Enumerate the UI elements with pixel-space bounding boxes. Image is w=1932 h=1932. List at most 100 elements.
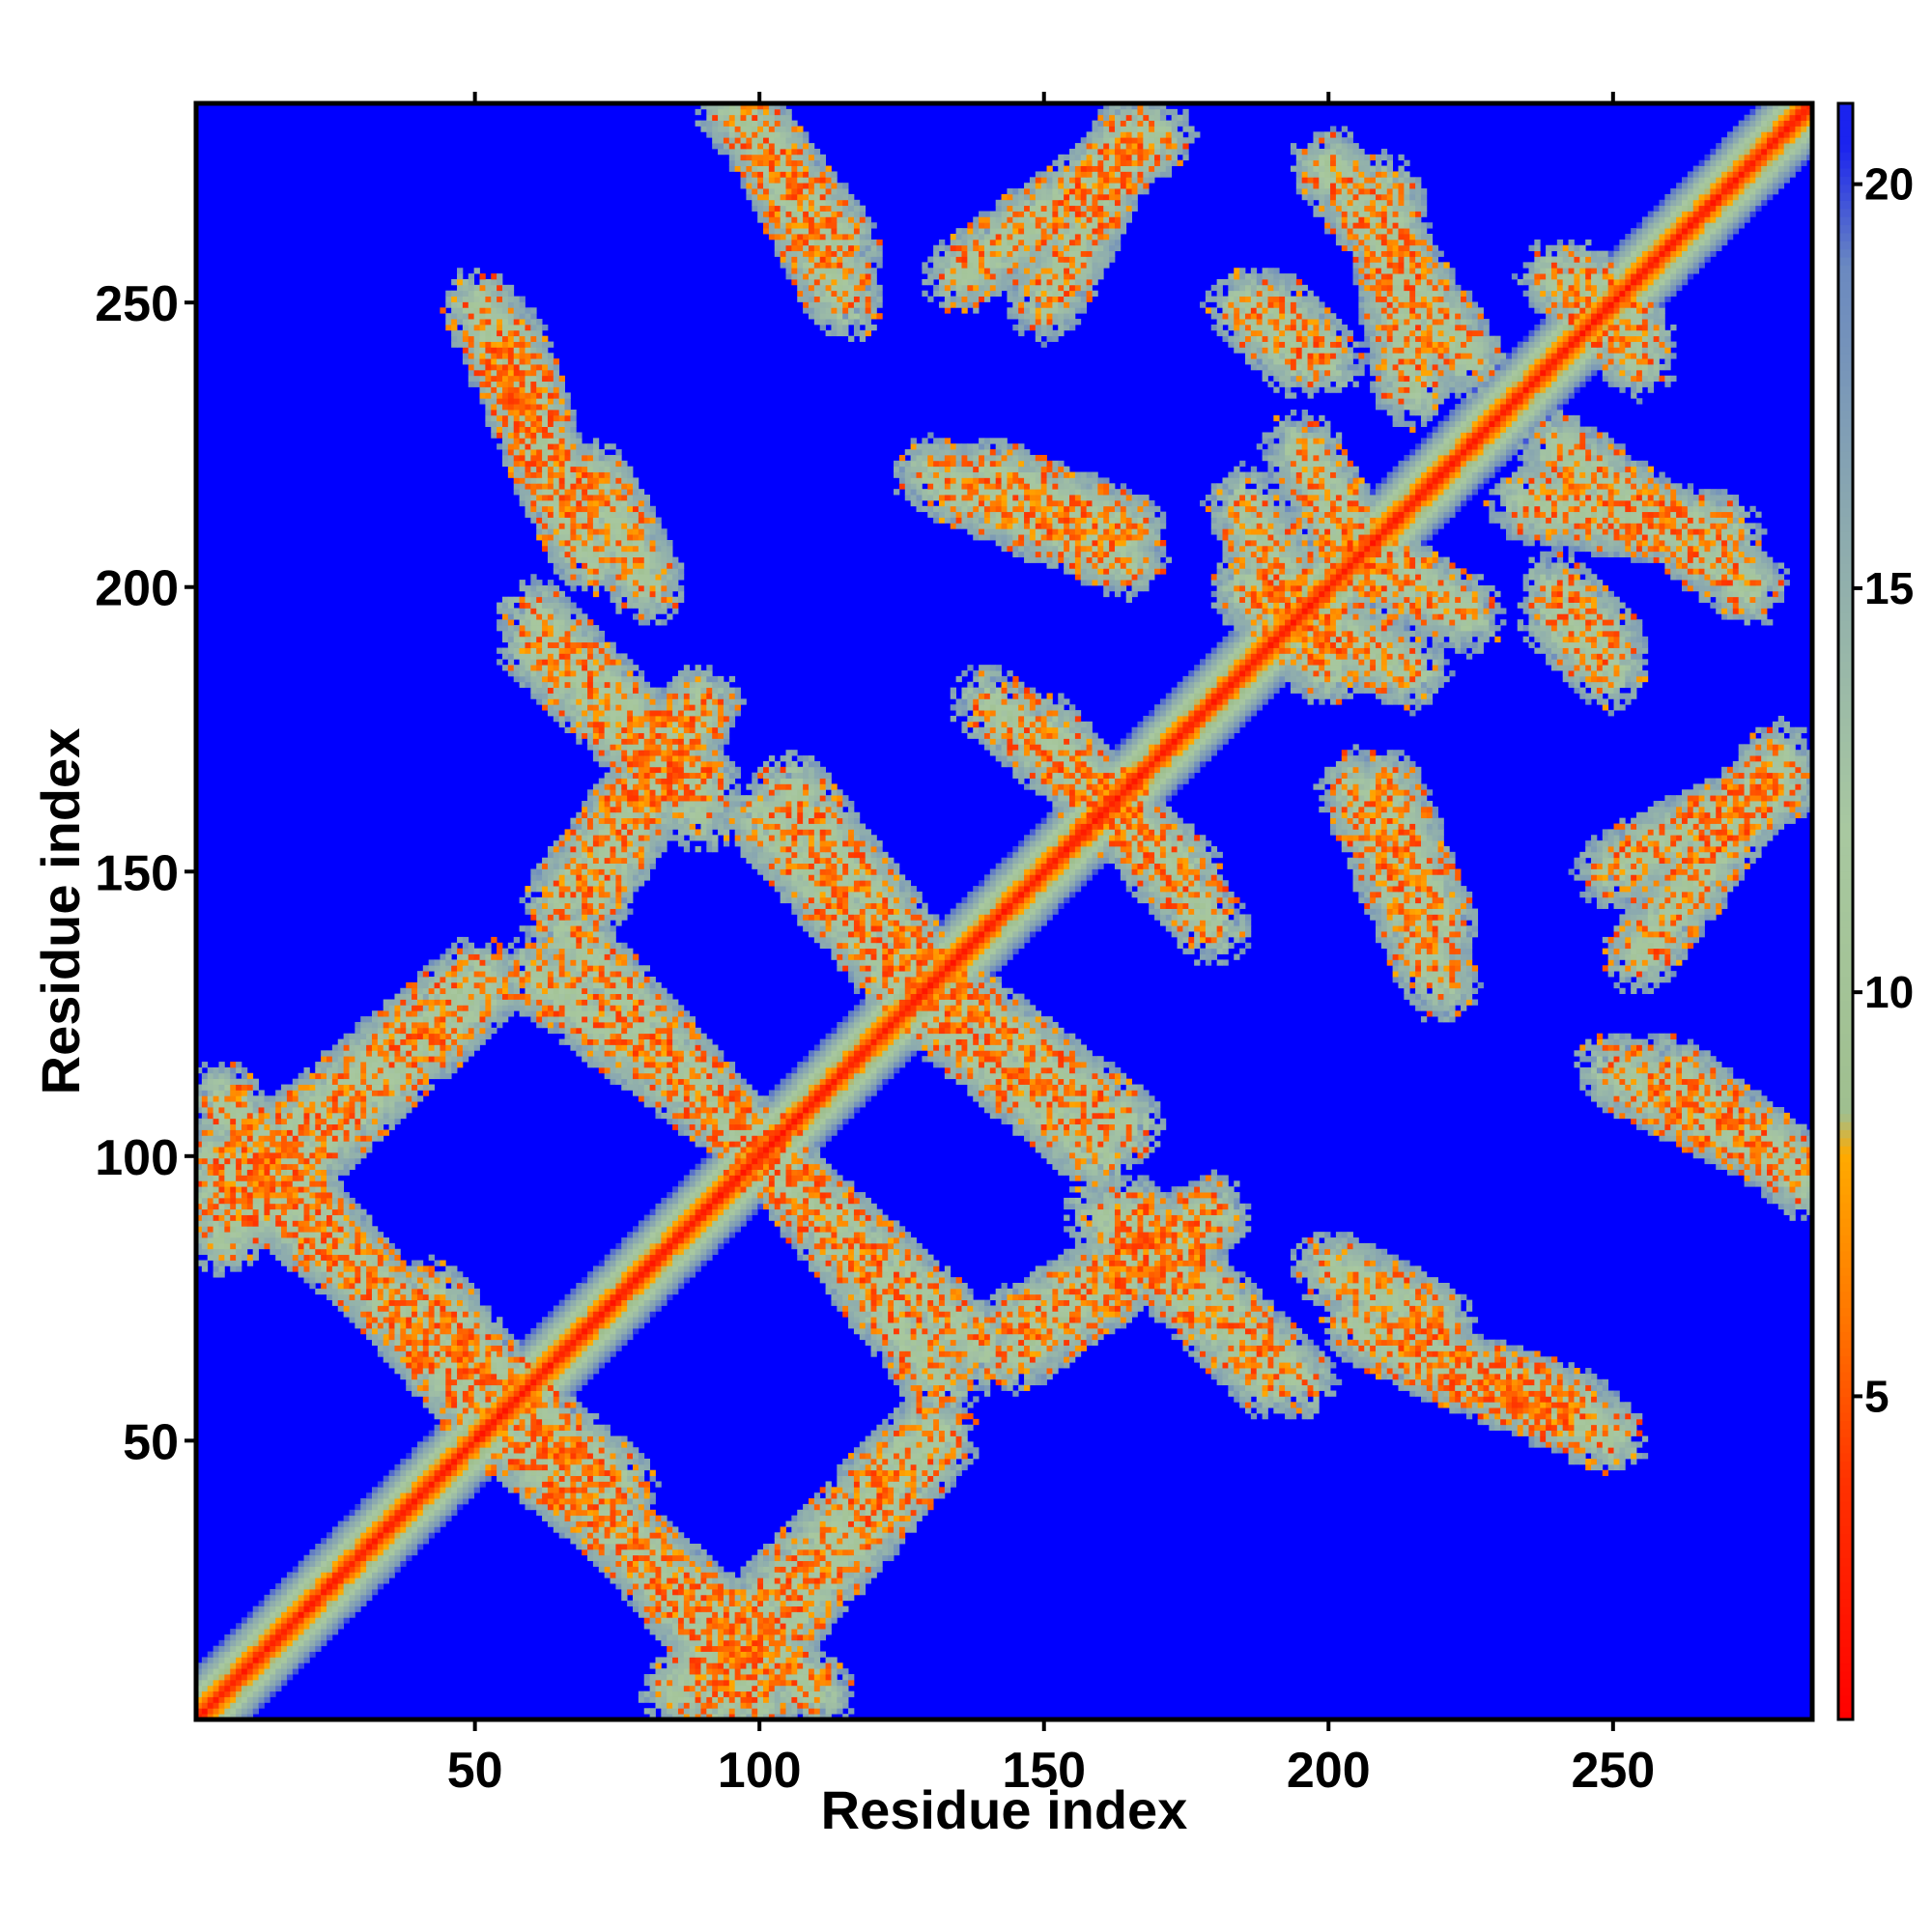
heatmap-cell [384,1350,389,1356]
heatmap-cell [315,1646,321,1652]
heatmap-cell [366,1538,372,1544]
heatmap-cell [615,1577,621,1583]
heatmap-cell [474,1464,480,1470]
heatmap-cell [854,1492,860,1498]
heatmap-cell [275,1686,281,1691]
heatmap-cell [429,1453,435,1459]
heatmap-cell [1041,1328,1047,1334]
heatmap-cell [457,1492,463,1498]
heatmap-cell [1506,1425,1512,1431]
heatmap-cell [1291,1368,1296,1374]
heatmap-cell [327,1583,332,1589]
heatmap-cell [349,1561,355,1567]
heatmap-cell [837,1526,842,1532]
heatmap-cell [417,1391,423,1397]
heatmap-cell [672,1657,678,1662]
heatmap-cell [956,1368,962,1374]
heatmap-cell [582,1447,587,1453]
heatmap-cell [667,1702,672,1708]
heatmap-cell [888,1435,894,1441]
heatmap-cell [655,1617,661,1623]
heatmap-cell [933,1368,939,1374]
heatmap-cell [781,1601,786,1606]
heatmap-cell [1579,1407,1585,1413]
heatmap-cell [627,1504,633,1510]
heatmap-cell [469,1362,474,1368]
heatmap-cell [570,1340,576,1346]
heatmap-cell [491,1470,497,1476]
heatmap-cell [718,1668,724,1674]
heatmap-cell [372,1521,378,1527]
heatmap-cell [1466,1385,1472,1391]
heatmap-cell [888,1526,894,1532]
heatmap-cell [1614,1413,1620,1419]
heatmap-cell [911,1362,917,1368]
heatmap-cell [253,1606,259,1612]
heatmap-cell [1489,1419,1494,1425]
heatmap-cell [1415,1385,1421,1391]
heatmap-cell [700,1634,706,1640]
heatmap-cell [502,1346,508,1351]
heatmap-cell [984,1385,990,1391]
heatmap-cell [412,1334,417,1340]
heatmap-cell [627,1521,633,1527]
heatmap-cell [423,1362,429,1368]
heatmap-cell [1449,1356,1455,1362]
heatmap-cell [1041,1340,1047,1346]
heatmap-cell [1324,1356,1330,1362]
heatmap-cell [384,1504,389,1510]
heatmap-cell [718,1583,724,1589]
heatmap-cell [961,1346,967,1351]
heatmap-cell [417,1362,423,1368]
heatmap-cell [905,1356,911,1362]
heatmap-cell [1002,1356,1008,1362]
heatmap-cell [611,1334,616,1340]
heatmap-cell [611,1532,616,1538]
heatmap-cell [304,1561,310,1567]
heatmap-cell [378,1549,384,1555]
heatmap-cell [469,1464,474,1470]
heatmap-cell [706,1691,712,1697]
heatmap-cell [842,1544,848,1549]
heatmap-cell [882,1510,888,1516]
heatmap-cell [684,1589,690,1595]
heatmap-cell [1579,1385,1585,1391]
heatmap-cell [605,1504,611,1510]
heatmap-cell [803,1595,809,1601]
heatmap-cell [1319,1379,1324,1385]
heatmap-cell [871,1453,877,1459]
heatmap-cell [480,1441,486,1447]
heatmap-cell [661,1623,667,1629]
heatmap-cell [690,1662,696,1668]
heatmap-cell [826,1583,832,1589]
heatmap-cell [445,1396,451,1402]
heatmap-cell [429,1487,435,1492]
heatmap-cell [696,1652,701,1658]
heatmap-cell [757,1691,763,1697]
heatmap-cell [735,1708,741,1714]
heatmap-cell [820,1617,826,1623]
heatmap-cell [412,1476,417,1482]
heatmap-cell [1478,1413,1484,1419]
heatmap-cell [366,1549,372,1555]
heatmap-cell [945,1396,951,1402]
heatmap-cell [1263,1350,1268,1356]
heatmap-cell [1455,1402,1461,1407]
heatmap-cell [463,1425,469,1431]
heatmap-cell [253,1623,259,1629]
heatmap-cell [820,1572,826,1577]
heatmap-cell [927,1385,933,1391]
heatmap-cell [1302,1413,1308,1419]
heatmap-cell [605,1453,611,1459]
heatmap-cell [400,1362,406,1368]
heatmap-cell [1041,1346,1047,1351]
heatmap-cell [1574,1431,1579,1436]
heatmap-cell [565,1413,571,1419]
heatmap-cell [842,1691,848,1697]
heatmap-cell [706,1589,712,1595]
heatmap-cell [605,1567,611,1573]
heatmap-cell [389,1356,395,1362]
heatmap-cell [355,1567,360,1573]
heatmap-cell [922,1510,927,1516]
heatmap-cell [576,1521,582,1527]
